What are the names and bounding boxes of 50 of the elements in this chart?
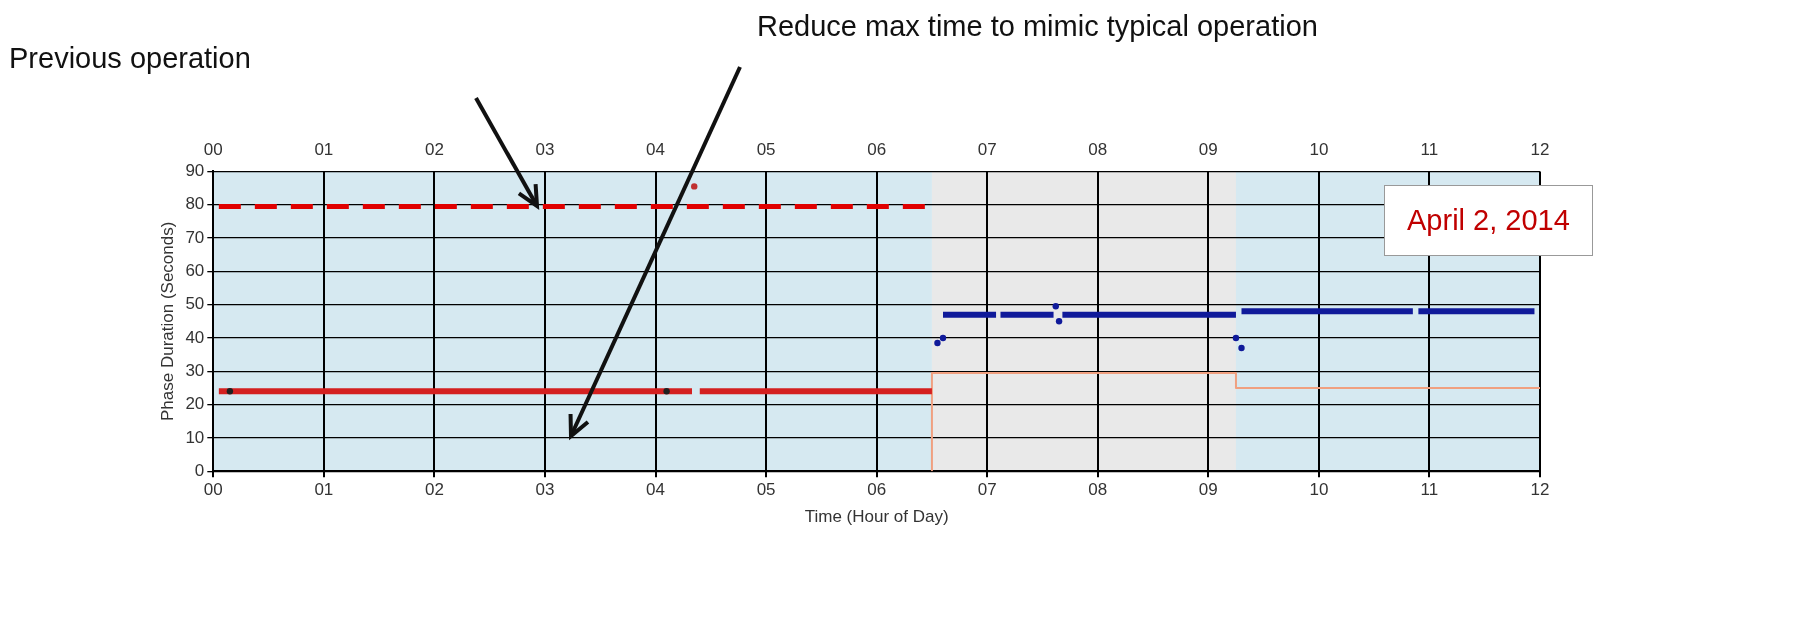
x2-tick-label: 05 (756, 139, 776, 159)
y-tick-label: 10 (185, 427, 205, 447)
x2-tick-label: 03 (535, 139, 555, 159)
text: Reduce max time to mimic typical operation (757, 10, 1318, 43)
text: Previous operation (9, 42, 251, 75)
x-tick-label: 04 (646, 480, 665, 500)
point (1232, 334, 1240, 342)
y-tick-label: 60 (185, 261, 205, 281)
x-tick-label: 02 (424, 480, 444, 500)
x2-tick-label: 11 (1420, 139, 1439, 159)
x-tick-label: 08 (1088, 480, 1108, 500)
x2-tick-label: 06 (867, 139, 887, 159)
point (1052, 303, 1059, 310)
x-tick-label: 11 (1420, 480, 1439, 500)
x2-tick-label: 04 (646, 139, 665, 159)
y-tick-label: 90 (185, 161, 205, 181)
x-tick-label: 07 (977, 480, 997, 500)
point (1055, 318, 1063, 325)
x-tick-label: 12 (1530, 480, 1550, 500)
y-tick-label: 80 (185, 194, 205, 214)
point (691, 183, 698, 190)
x-tick-label: 05 (756, 480, 776, 500)
y-tick-label: 30 (185, 360, 205, 380)
x2-tick-label: 00 (203, 139, 223, 159)
x-tick-label: 00 (203, 480, 223, 500)
x2-tick-label: 01 (314, 139, 334, 159)
x-tick-label: 01 (314, 480, 334, 500)
point (939, 334, 947, 342)
point (1238, 344, 1245, 352)
y-tick-label: 20 (185, 394, 205, 414)
x2-tick-label: 08 (1088, 139, 1108, 159)
y-tick-label: 0 (194, 460, 205, 480)
x2-tick-label: 07 (977, 139, 997, 159)
y-axis-title: Phase Duration (Seconds) (157, 221, 177, 421)
point (934, 339, 941, 347)
x-tick-label: 09 (1198, 480, 1218, 500)
x2-tick-label: 09 (1198, 139, 1218, 159)
x-tick-label: 06 (867, 480, 887, 500)
x-axis-title: Time (Hour of Day) (804, 507, 949, 527)
x2-tick-label: 10 (1309, 139, 1329, 159)
point (663, 388, 670, 395)
y-tick-label: 50 (185, 294, 205, 314)
y-tick-label: 70 (185, 227, 205, 247)
x2-tick-label: 12 (1530, 139, 1550, 159)
point (226, 388, 234, 395)
x-tick-label: 03 (535, 480, 555, 500)
y-tick-label: 40 (185, 327, 205, 347)
annotation: April 2, 2014 (1384, 185, 1593, 256)
x-tick-label: 10 (1309, 480, 1329, 500)
x2-tick-label: 02 (424, 139, 444, 159)
